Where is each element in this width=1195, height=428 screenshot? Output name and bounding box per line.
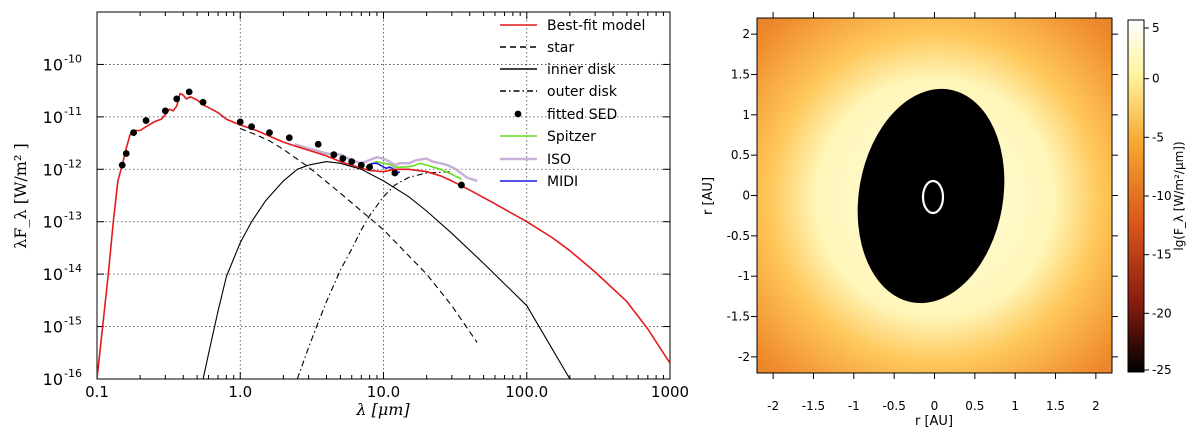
heatmap-x-tick-label: 1 [1011, 399, 1019, 413]
sed-x-tick-labels: 0.1 1.0 10.0 100.0 1000 [85, 383, 689, 401]
y-tick-exponent: -13 [64, 210, 82, 223]
x-tick-label: 100.0 [505, 383, 548, 401]
sed-point-fitted-sed [330, 151, 338, 159]
heatmap-x-tick-label: 0.5 [965, 399, 984, 413]
heatmap-x-tick-label: -1.5 [802, 399, 825, 413]
sed-y-axis-label: λF_λ [W/m² ] [11, 143, 30, 248]
heatmap-y-tick-label: 2 [742, 27, 750, 41]
legend-label-star: star [547, 40, 574, 56]
heatmap-y-tick-label: 1.5 [731, 67, 750, 81]
heatmap-x-tick-label: -2 [767, 399, 779, 413]
y-tick-exponent: -10 [64, 52, 82, 65]
series-line-spitzer [365, 160, 462, 180]
heatmap-y-axis-label: r [AU] [701, 177, 716, 215]
sed-x-axis-label: λ [μm] [355, 400, 410, 419]
sed-chart: 0.1 1.0 10.0 100.0 1000 10-1610-1510-1410-13… [11, 11, 689, 419]
sed-point-fitted-sed [266, 129, 273, 137]
y-tick-label: 10 [43, 370, 63, 389]
legend-label-fitted-sed: fitted SED [547, 107, 617, 123]
sed-point-fitted-sed [366, 163, 374, 171]
sed-point-fitted-sed [199, 98, 207, 106]
y-tick-exponent: -16 [64, 367, 82, 380]
sed-point-fitted-sed [122, 150, 130, 157]
x-tick-label: 10.0 [367, 383, 400, 401]
sed-point-fitted-sed [314, 140, 322, 148]
sed-point-fitted-sed [173, 95, 181, 103]
legend-marker-fitted-sed [514, 110, 522, 118]
sed-grid [97, 12, 670, 379]
heatmap-y-tick-label: -0.5 [727, 229, 750, 243]
heatmap-x-tick-label: -1 [848, 399, 860, 413]
sed-point-fitted-sed [248, 123, 255, 131]
y-tick-label: 10 [43, 213, 63, 232]
colorbar [1127, 19, 1145, 373]
legend-label-outer-disk: outer disk [547, 84, 618, 100]
y-tick-exponent: -14 [64, 262, 82, 275]
image-panel: -2 -1.5 -1 -0.5 0 0.5 1 1.5 2 2 1.5 1 0.5 0 -0.5 -1 -1.… [701, 12, 1186, 428]
y-tick-label: 10 [43, 265, 63, 284]
heatmap-x-tick-label: 1.5 [1046, 399, 1065, 413]
x-tick-label: 0.1 [85, 383, 109, 401]
sed-point-fitted-sed [130, 129, 137, 137]
heatmap-x-tick-labels: -2 -1.5 -1 -0.5 0 0.5 1 1.5 2 [767, 399, 1100, 413]
y-tick-label: 10 [43, 160, 63, 179]
legend-label-iso: ISO [547, 152, 571, 168]
colorbar-tick-label: -25 [1152, 363, 1172, 377]
sed-point-fitted-sed [339, 155, 347, 162]
series-line-outer-disk [296, 171, 452, 379]
sed-ticks [96, 12, 670, 380]
heatmap-x-tick-label: -0.5 [882, 399, 905, 413]
sed-point-fitted-sed [161, 107, 169, 115]
colorbar-tick-label: -5 [1152, 130, 1164, 144]
y-tick-label: 10 [43, 108, 63, 127]
heatmap-y-tick-labels: 2 1.5 1 0.5 0 -0.5 -1 -1.5 -2 [727, 27, 750, 364]
sed-point-fitted-sed [458, 181, 465, 189]
heatmap-y-tick-label: -1.5 [727, 310, 750, 324]
x-tick-label: 1.0 [228, 383, 252, 401]
heatmap-y-tick-label: 0 [742, 189, 750, 203]
colorbar-tick-label: -20 [1152, 306, 1172, 320]
heatmap-y-tick-label: -1 [738, 269, 750, 283]
legend-label-midi: MIDI [547, 174, 578, 190]
sed-point-fitted-sed [285, 134, 293, 142]
sed-point-fitted-sed [185, 88, 193, 96]
y-tick-exponent: -12 [64, 157, 82, 170]
heatmap-y-tick-label: 1 [742, 108, 750, 122]
sed-point-fitted-sed [357, 161, 365, 169]
colorbar-ticks: 5 0 -5 -10 -15 -20 -25 [1144, 21, 1172, 377]
sed-legend: Best-fit model star inner disk outer disk fi… [500, 18, 645, 190]
y-tick-exponent: -15 [64, 315, 82, 328]
sed-point-fitted-sed [391, 169, 399, 177]
y-tick-label: 10 [43, 318, 63, 337]
heatmap-y-tick-label: -2 [738, 350, 750, 364]
colorbar-tick-label: -15 [1152, 248, 1172, 262]
heatmap-ticks [751, 12, 1118, 379]
heatmap-x-axis-label: r [AU] [915, 414, 953, 428]
legend-label-best-fit-model: Best-fit model [547, 18, 645, 34]
sed-point-fitted-sed [118, 161, 126, 169]
heatmap-y-tick-label: 0.5 [731, 148, 750, 162]
heatmap-x-tick-label: 2 [1092, 399, 1100, 413]
sed-point-fitted-sed [142, 117, 150, 124]
sed-series [97, 88, 670, 379]
legend-label-spitzer: Spitzer [547, 129, 596, 145]
x-tick-label: 1000 [651, 383, 689, 401]
colorbar-tick-label: -10 [1152, 189, 1172, 203]
colorbar-label: lg(F_λ [W/m²/μm]) [1172, 141, 1186, 250]
dark-disk-ellipse [857, 88, 1005, 304]
series-line-inner-disk [202, 161, 571, 379]
colorbar-tick-label: 0 [1152, 72, 1160, 86]
heatmap-x-tick-label: 0 [931, 399, 939, 413]
y-tick-label: 10 [43, 55, 63, 74]
legend-label-inner-disk: inner disk [547, 62, 617, 78]
inner-rim-ring [921, 179, 945, 215]
sed-point-fitted-sed [236, 118, 244, 126]
sed-point-fitted-sed [348, 158, 356, 166]
series-line-star [240, 127, 478, 343]
colorbar-tick-label: 5 [1152, 21, 1160, 35]
y-tick-exponent: -11 [64, 105, 82, 118]
